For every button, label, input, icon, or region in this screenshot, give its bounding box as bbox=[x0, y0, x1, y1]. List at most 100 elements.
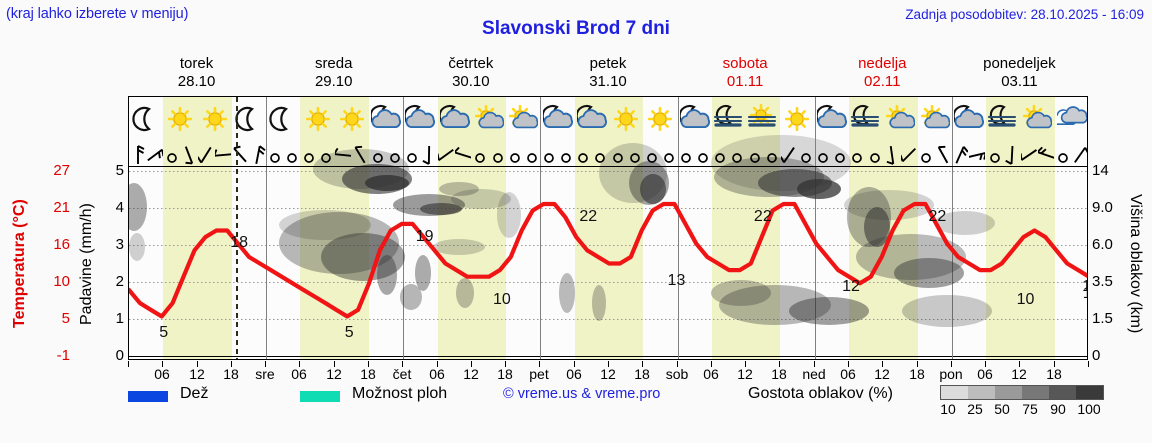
showers-legend-swatch bbox=[300, 391, 340, 402]
sun-icon bbox=[643, 97, 677, 140]
wind-barb bbox=[575, 140, 592, 166]
time-label: 12 bbox=[1011, 366, 1027, 382]
time-label: 18 bbox=[360, 366, 376, 382]
wind-barb bbox=[523, 140, 540, 166]
temperature-value-label: 19 bbox=[415, 227, 434, 245]
wind-barb bbox=[249, 140, 266, 166]
cloud-height-axis-ticks: 14 9.0 6.0 3.5 1.5 0 bbox=[1092, 162, 1126, 364]
time-tick bbox=[265, 361, 266, 367]
wind-barb bbox=[215, 140, 232, 166]
time-tick bbox=[882, 361, 883, 367]
day-date: 02.11 bbox=[864, 73, 901, 91]
sun-cloud-icon bbox=[1020, 97, 1054, 140]
time-label: pon bbox=[939, 366, 963, 382]
time-label: 06 bbox=[154, 366, 170, 382]
time-label: 06 bbox=[703, 366, 719, 382]
chart-legend: Dež Možnost ploh © vreme.us & vreme.pro … bbox=[128, 385, 1144, 425]
day-date: 01.11 bbox=[726, 73, 764, 91]
temperature-value-label: 22 bbox=[753, 208, 772, 226]
precipitation-tick: 0 bbox=[115, 347, 124, 364]
gridline bbox=[129, 319, 1087, 320]
day-header-cell: sreda 29.10 bbox=[265, 55, 402, 93]
precipitation-tick: 5 bbox=[115, 162, 124, 179]
moon-icon bbox=[129, 97, 163, 140]
cloud-height-tick: 6.0 bbox=[1092, 236, 1113, 253]
temperature-tick: -1 bbox=[56, 347, 70, 364]
moon-icon bbox=[232, 97, 266, 140]
time-tick bbox=[334, 361, 335, 367]
sun-icon bbox=[300, 97, 334, 140]
time-label: 18 bbox=[634, 366, 650, 382]
cloud-density-tick: 10 bbox=[940, 401, 956, 417]
wind-barb bbox=[746, 140, 763, 166]
wind-barb bbox=[660, 140, 677, 166]
moon-cloud-icon bbox=[575, 97, 609, 140]
moon-cloud-icon bbox=[438, 97, 472, 140]
time-label: 06 bbox=[977, 366, 993, 382]
time-label: 06 bbox=[429, 366, 445, 382]
menu-hint-text: (kraj lahko izberete v meniju) bbox=[6, 6, 189, 22]
sun-cloud-icon bbox=[883, 97, 917, 140]
wind-barb bbox=[558, 140, 575, 166]
time-tick bbox=[779, 361, 780, 367]
wind-barb bbox=[780, 140, 797, 166]
moon-cloud-icon bbox=[952, 97, 986, 140]
day-date: 31.10 bbox=[589, 73, 627, 91]
sun-cloud-icon bbox=[917, 97, 951, 140]
wind-barb bbox=[900, 140, 917, 166]
wind-barb bbox=[917, 140, 934, 166]
copyright-link[interactable]: © vreme.us & vreme.pro bbox=[503, 386, 661, 402]
wind-barb bbox=[1020, 140, 1037, 166]
time-tick bbox=[368, 361, 369, 367]
wind-barb bbox=[300, 140, 317, 166]
wind-barb bbox=[883, 140, 900, 166]
wind-barb bbox=[626, 140, 643, 166]
wind-barb bbox=[283, 140, 300, 166]
temperature-value-label: 11 bbox=[1083, 285, 1087, 303]
wind-barb bbox=[1003, 140, 1020, 166]
wind-barb bbox=[986, 140, 1003, 166]
temperature-axis-title: Temperatura (°C) bbox=[11, 199, 28, 329]
time-tick bbox=[197, 361, 198, 367]
wind-barb bbox=[763, 140, 780, 166]
time-tick bbox=[437, 361, 438, 367]
wind-barb bbox=[815, 140, 832, 166]
day-header-cell: petek 31.10 bbox=[539, 55, 676, 93]
cloud-height-tick: 14 bbox=[1092, 162, 1109, 179]
temperature-axis-ticks: 27 21 16 10 5 -1 bbox=[34, 162, 70, 364]
wind-barb bbox=[266, 140, 283, 166]
wind-barb bbox=[403, 140, 420, 166]
time-tick bbox=[951, 361, 952, 367]
wind-barb bbox=[318, 140, 335, 166]
wind-barb-band bbox=[129, 140, 1087, 166]
forecast-chart[interactable]: 5185191022132212221022121811 bbox=[128, 96, 1088, 360]
time-label: 18 bbox=[1046, 366, 1062, 382]
moon-cloud-icon bbox=[815, 97, 849, 140]
showers-legend-label: Možnost ploh bbox=[352, 385, 448, 402]
temperature-value-label: 12 bbox=[842, 278, 860, 296]
time-tick bbox=[985, 361, 986, 367]
gridline bbox=[129, 171, 1087, 172]
temperature-value-label: 10 bbox=[493, 291, 511, 309]
wind-barb bbox=[695, 140, 712, 166]
day-date: 28.10 bbox=[177, 73, 216, 91]
cloud-density-tick: 75 bbox=[1022, 401, 1038, 417]
time-label: 18 bbox=[909, 366, 925, 382]
cloud-height-tick: 0 bbox=[1092, 347, 1101, 364]
precipitation-tick: 3 bbox=[115, 236, 124, 253]
wind-barb bbox=[729, 140, 746, 166]
temperature-value-label: 10 bbox=[1016, 291, 1035, 309]
wind-barb bbox=[506, 140, 523, 166]
time-tick bbox=[128, 361, 129, 367]
wind-barb bbox=[832, 140, 849, 166]
last-update-text: Zadnja posodobitev: 28.10.2025 - 16:09 bbox=[905, 7, 1144, 22]
moon-cloud-icon bbox=[678, 97, 712, 140]
wind-barb bbox=[1072, 140, 1087, 166]
cloud-density-gradient bbox=[940, 385, 1104, 400]
time-label: 12 bbox=[326, 366, 342, 382]
time-label: 12 bbox=[463, 366, 479, 382]
sun-icon bbox=[609, 97, 643, 140]
day-name: sobota bbox=[722, 55, 768, 72]
moon-fog-icon bbox=[986, 97, 1020, 140]
wind-barb bbox=[797, 140, 814, 166]
